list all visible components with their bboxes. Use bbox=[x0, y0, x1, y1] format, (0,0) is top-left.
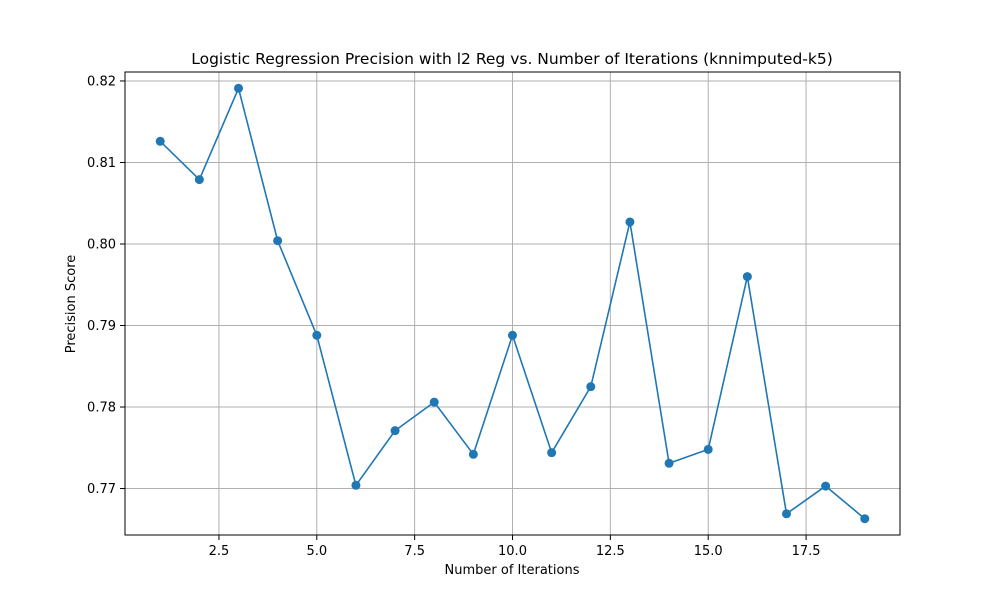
data-point bbox=[312, 330, 322, 340]
y-tick-label: 0.79 bbox=[87, 319, 116, 334]
data-point bbox=[664, 458, 674, 468]
data-point bbox=[390, 426, 400, 436]
y-tick-label: 0.80 bbox=[87, 237, 116, 252]
x-axis-title: Number of Iterations bbox=[445, 563, 580, 578]
data-point bbox=[429, 397, 439, 407]
data-point bbox=[155, 136, 165, 146]
y-axis-title: Precision Score bbox=[64, 255, 79, 354]
data-point bbox=[468, 449, 478, 459]
data-point bbox=[703, 444, 713, 454]
x-tick-label: 5.0 bbox=[306, 544, 327, 559]
data-point bbox=[508, 330, 517, 340]
x-tick-label: 17.5 bbox=[792, 544, 821, 559]
data-point bbox=[547, 448, 557, 458]
x-tick-label: 12.5 bbox=[596, 544, 625, 559]
data-point bbox=[194, 175, 204, 185]
data-point bbox=[625, 217, 635, 227]
data-point bbox=[234, 83, 244, 93]
x-tick-label: 10.0 bbox=[498, 544, 527, 559]
data-point bbox=[586, 382, 596, 392]
x-tick-label: 7.5 bbox=[404, 544, 425, 559]
y-tick-label: 0.81 bbox=[87, 156, 116, 171]
y-axis-ticks: 0.77 0.78 0.79 0.80 0.81 0.82 bbox=[87, 74, 125, 497]
data-point bbox=[821, 481, 831, 491]
data-point bbox=[781, 509, 791, 519]
chart-title: Logistic Regression Precision with l2 Re… bbox=[191, 50, 833, 68]
data-point bbox=[742, 272, 752, 282]
x-axis-ticks: 2.5 5.0 7.5 10.0 12.5 15.0 17.5 bbox=[209, 535, 821, 559]
y-tick-label: 0.77 bbox=[87, 482, 116, 497]
data-point bbox=[860, 514, 870, 524]
series-markers bbox=[155, 83, 870, 524]
x-tick-label: 15.0 bbox=[694, 544, 723, 559]
y-tick-label: 0.78 bbox=[87, 401, 116, 416]
x-tick-label: 2.5 bbox=[209, 544, 230, 559]
y-tick-label: 0.82 bbox=[87, 74, 116, 89]
data-point bbox=[351, 480, 361, 490]
data-point bbox=[273, 236, 283, 246]
